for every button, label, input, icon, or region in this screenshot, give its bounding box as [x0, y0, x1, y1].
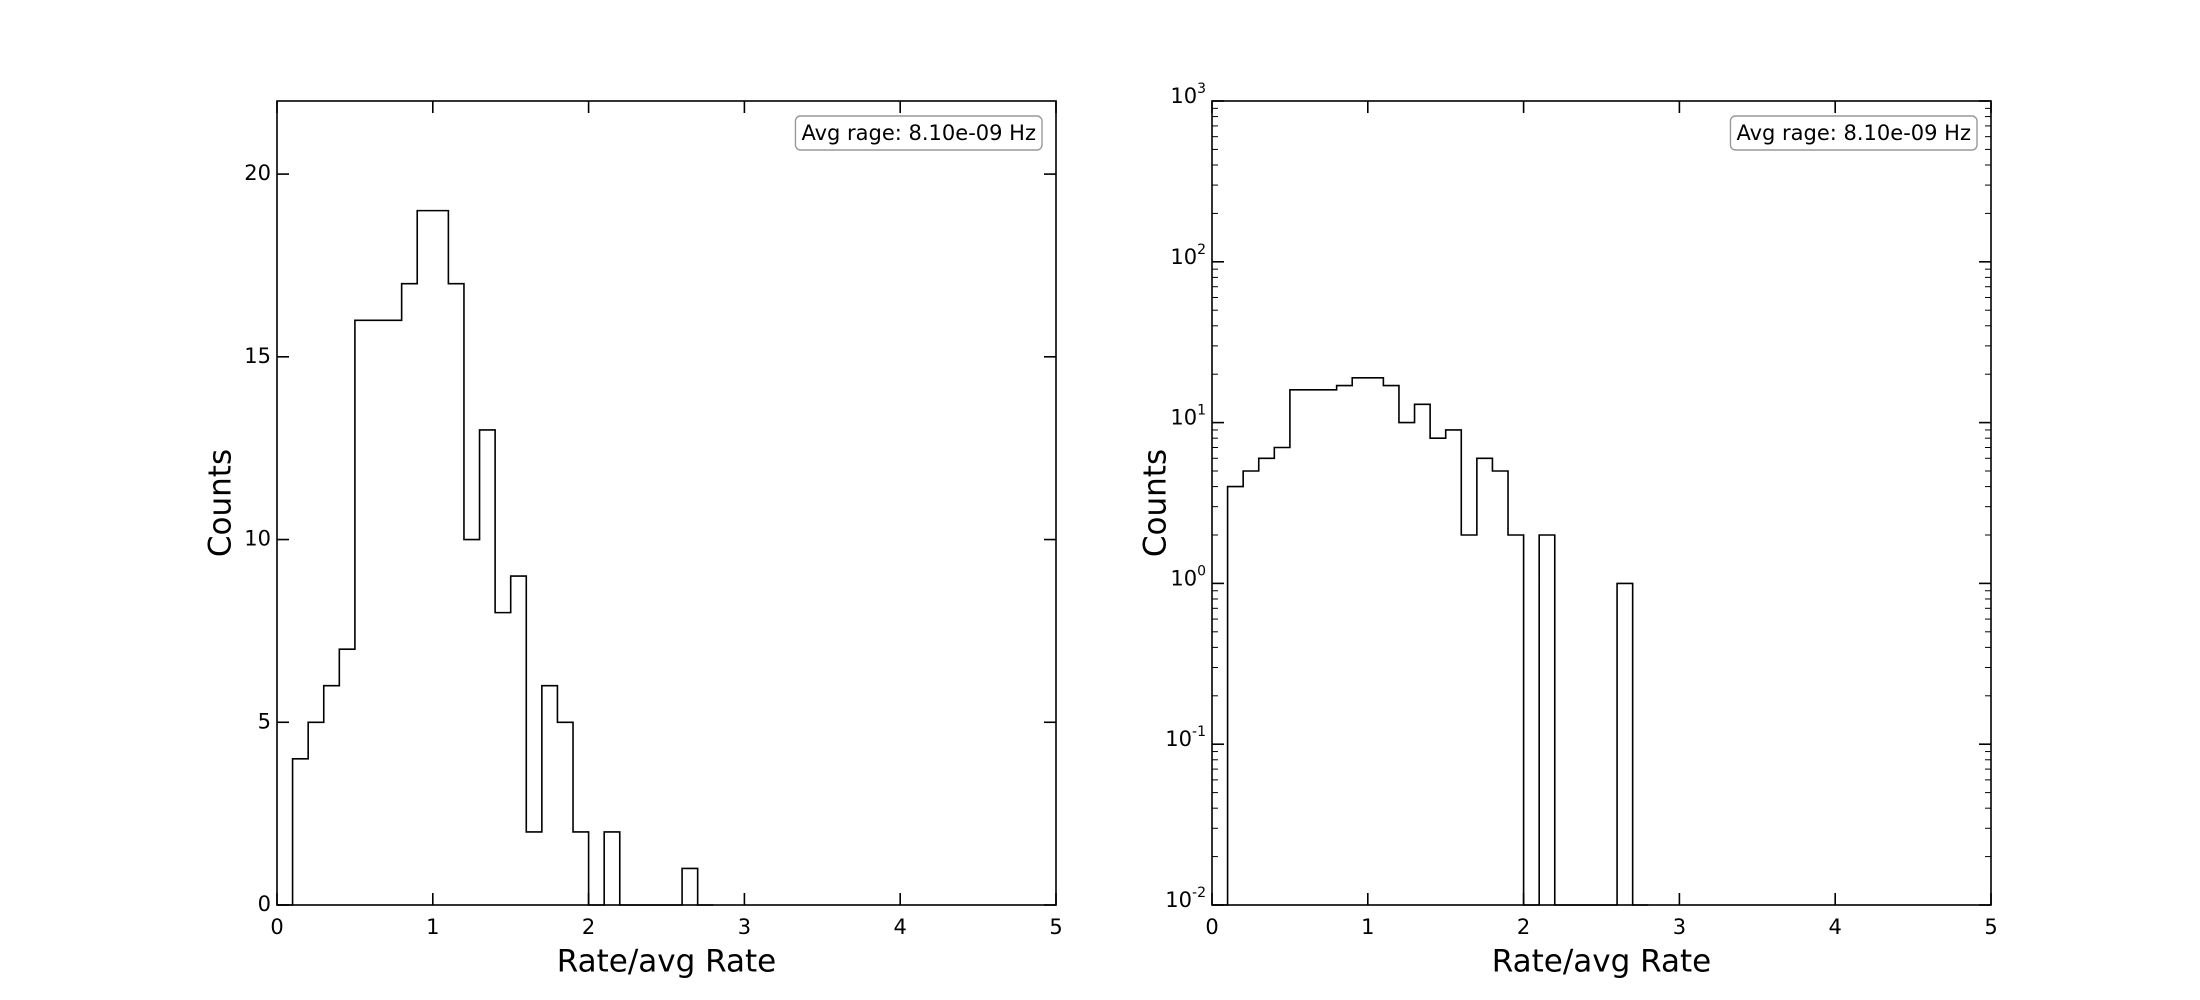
- histogram-bin: [1337, 386, 1353, 905]
- annotation-box: Avg rage: 8.10e-09 Hz: [1729, 115, 1978, 151]
- histogram-bin: [1274, 448, 1290, 905]
- x-tick-label: 3: [738, 915, 751, 939]
- y-tick-label: 103: [1170, 81, 1206, 108]
- x-axis-label: Rate/avg Rate: [557, 944, 776, 980]
- y-tick-label: 101: [1170, 403, 1206, 430]
- y-tick-label: 15: [244, 344, 271, 368]
- x-axis-label: Rate/avg Rate: [1492, 944, 1711, 980]
- histogram-steps: [277, 209, 714, 906]
- x-tick-label: 1: [426, 915, 439, 939]
- x-tick-label: 1: [1361, 915, 1374, 939]
- annotation-text: Avg rage: 8.10e-09 Hz: [1736, 121, 1971, 145]
- histogram-bin: [480, 430, 496, 905]
- histogram-bin: [511, 576, 527, 905]
- histogram-bin: [1415, 404, 1431, 905]
- annotation-text: Avg rage: 8.10e-09 Hz: [801, 121, 1036, 145]
- histogram-bin: [1383, 386, 1399, 905]
- y-tick-label: 20: [244, 161, 271, 185]
- histogram-bin: [293, 759, 309, 905]
- histogram-bin: [417, 211, 433, 905]
- histogram-bin: [1399, 423, 1415, 905]
- y-tick-label: 5: [258, 709, 271, 733]
- y-tick-label: 10: [244, 527, 271, 551]
- annotation-frame: [1729, 115, 1978, 151]
- panel-linear: 0 1 2 3 4 5 0 5 10 15 20 Rate/avg Rate Counts Avg rag…: [203, 100, 1063, 980]
- histogram-bin: [1259, 458, 1275, 905]
- histogram-bin: [1617, 583, 1633, 905]
- x-tick-label: 4: [1829, 915, 1842, 939]
- y-axis-label: Counts: [203, 449, 239, 557]
- histogram-bin: [1368, 378, 1384, 905]
- x-tick-label: 5: [1984, 915, 1997, 939]
- histogram-bin: [355, 320, 371, 905]
- histogram-bin: [1352, 378, 1368, 905]
- histogram-bin: [464, 540, 480, 905]
- y-tick-label: 100: [1170, 563, 1206, 590]
- axes-frame: [276, 100, 1057, 906]
- histogram-bin: [324, 686, 340, 905]
- histogram-bin: [1461, 535, 1477, 905]
- histogram-bin: [1539, 535, 1555, 905]
- y-tick-label: 0: [258, 892, 271, 916]
- y-tick-label: 10-1: [1165, 724, 1206, 751]
- histogram-bin: [1446, 430, 1462, 905]
- histogram-bin: [573, 832, 589, 905]
- histogram-steps: [1212, 376, 1649, 906]
- histogram-bin: [1492, 471, 1508, 905]
- histogram-bin: [1477, 458, 1493, 905]
- histogram-bin: [682, 868, 698, 905]
- histogram-bin: [402, 284, 418, 905]
- histogram-bin: [1305, 390, 1321, 905]
- histogram-bin: [370, 320, 386, 905]
- annotation-frame: [794, 115, 1043, 151]
- panel-log: 0 1 2 3 4 5 10-2 10-1 100 101 102 103 Rate/avg Rate C…: [1138, 81, 1998, 980]
- histogram-bin: [339, 649, 355, 905]
- histogram-bin: [1290, 390, 1306, 905]
- x-tick-label: 2: [1517, 915, 1530, 939]
- axes-frame: [1211, 100, 1992, 906]
- histogram-bin: [433, 211, 449, 905]
- histogram-bin: [495, 613, 511, 905]
- histogram-bin: [1228, 487, 1244, 905]
- histogram-bin: [604, 832, 620, 905]
- x-tick-label: 2: [582, 915, 595, 939]
- histogram-bin: [386, 320, 402, 905]
- x-tick-label: 0: [270, 915, 283, 939]
- histogram-bin: [1321, 390, 1337, 905]
- x-tick-label: 3: [1673, 915, 1686, 939]
- annotation-box: Avg rage: 8.10e-09 Hz: [794, 115, 1043, 151]
- y-axis-label: Counts: [1138, 449, 1174, 557]
- x-tick-label: 4: [894, 915, 907, 939]
- histogram-bin: [448, 284, 464, 905]
- x-tick-label: 5: [1049, 915, 1062, 939]
- y-tick-label: 10-2: [1165, 885, 1206, 912]
- histogram-bin: [1243, 471, 1259, 905]
- histogram-bin: [308, 722, 324, 905]
- histogram-bin: [1430, 438, 1446, 905]
- histogram-bin: [526, 832, 542, 905]
- histogram-bin: [542, 686, 558, 905]
- histogram-bin: [1508, 535, 1524, 905]
- x-tick-label: 0: [1205, 915, 1218, 939]
- y-tick-label: 102: [1170, 242, 1206, 269]
- histogram-bin: [557, 722, 573, 905]
